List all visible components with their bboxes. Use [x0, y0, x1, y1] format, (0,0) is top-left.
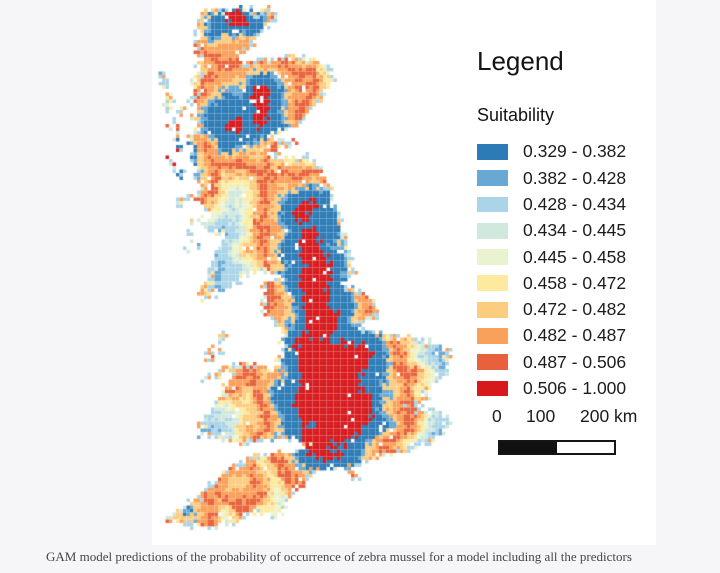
legend-swatch: [477, 196, 508, 213]
legend-item: 0.445 - 0.458: [477, 246, 652, 267]
scale-bar-track: [498, 440, 616, 455]
suitability-raster-map: [155, 5, 467, 543]
legend-label: 0.382 - 0.428: [523, 167, 627, 188]
legend-item: 0.458 - 0.472: [477, 272, 652, 293]
legend-swatch: [477, 222, 508, 239]
legend: Legend Suitability 0.329 - 0.382 0.382 - …: [477, 46, 652, 407]
legend-item: 0.382 - 0.428: [477, 167, 652, 188]
legend-label: 0.458 - 0.472: [523, 272, 627, 293]
legend-swatch: [477, 275, 508, 292]
legend-label: 0.434 - 0.445: [523, 220, 627, 241]
legend-swatch: [477, 249, 508, 266]
legend-item: 0.329 - 0.382: [477, 141, 652, 162]
legend-swatch: [477, 170, 508, 187]
scale-tick-0: 0: [492, 406, 502, 426]
legend-label: 0.487 - 0.506: [523, 351, 627, 372]
scale-tick-100: 100: [526, 406, 556, 426]
scale-bar: 0 100 200 km: [482, 406, 656, 462]
legend-label: 0.506 - 1.000: [523, 377, 627, 398]
figure-panel: Legend Suitability 0.329 - 0.382 0.382 - …: [152, 0, 656, 545]
legend-items: 0.329 - 0.382 0.382 - 0.428 0.428 - 0.434 0…: [477, 141, 652, 398]
legend-item: 0.472 - 0.482: [477, 299, 652, 320]
scale-tick-200km: 200 km: [580, 406, 638, 426]
legend-swatch: [477, 327, 508, 344]
legend-subtitle: Suitability: [477, 105, 555, 125]
legend-item: 0.506 - 1.000: [477, 377, 652, 398]
legend-swatch: [477, 354, 508, 371]
legend-item: 0.428 - 0.434: [477, 194, 652, 215]
scale-bar-filled-segment: [500, 442, 557, 453]
legend-label: 0.482 - 0.487: [523, 325, 627, 346]
legend-label: 0.329 - 0.382: [523, 141, 627, 162]
legend-swatch: [477, 144, 508, 160]
legend-title: Legend: [477, 46, 564, 76]
figure-caption: GAM model predictions of the probability…: [46, 549, 632, 564]
legend-swatch: [477, 380, 508, 397]
legend-label: 0.445 - 0.458: [523, 246, 627, 267]
legend-item: 0.487 - 0.506: [477, 351, 652, 372]
legend-label: 0.428 - 0.434: [523, 194, 627, 215]
legend-swatch: [477, 301, 508, 318]
legend-item: 0.482 - 0.487: [477, 325, 652, 346]
legend-label: 0.472 - 0.482: [523, 299, 627, 320]
legend-item: 0.434 - 0.445: [477, 220, 652, 241]
